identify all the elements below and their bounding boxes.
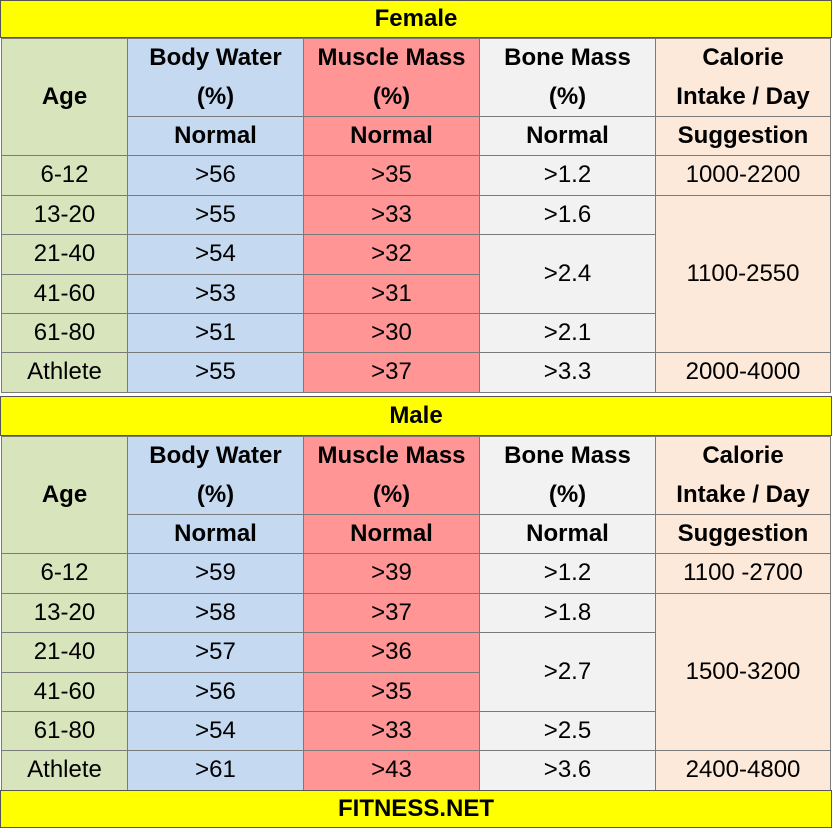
male-header-row: Age Body Water (%) Muscle Mass (%) Bone Ma… [1,435,831,555]
muscle-mass-cell: >36 [303,632,480,673]
female-header-muscle-mass: Muscle Mass (%) [303,38,480,117]
age-cell: 61-80 [1,312,128,354]
body-water-cell: >59 [127,553,304,594]
age-cell: 6-12 [1,155,128,196]
age-cell: 41-60 [1,671,128,712]
male-section-title: Male [0,396,832,436]
muscle-mass-cell: >31 [303,273,480,314]
bone-mass-cell: >1.6 [479,194,656,236]
table-row: 13-20 >58 >37 >1.8 1500-3200 [1,592,831,752]
age-cell: 21-40 [1,632,128,673]
muscle-mass-cell: >35 [303,671,480,712]
bone-mass-cell: >2.1 [479,312,656,354]
bone-mass-cell: >2.4 [479,234,656,314]
male-header-bone-mass: Bone Mass (%) [479,436,656,515]
male-sub-muscle: Normal [303,513,480,555]
male-sub-calorie: Suggestion [655,513,831,555]
body-water-cell: >55 [127,352,304,393]
muscle-mass-cell: >35 [303,155,480,196]
female-header-calorie: Calorie Intake / Day [655,38,831,117]
male-sub-water: Normal [127,513,304,555]
table-row: 41-60 >56 >35 [1,671,831,712]
bone-mass-cell: >1.2 [479,553,656,594]
footer-brand: FITNESS.NET [0,790,832,828]
male-header-body-water: Body Water (%) [127,436,304,515]
body-water-cell: >56 [127,155,304,196]
table-row: 41-60 >53 >31 [1,273,831,314]
female-header-age: Age [1,37,128,157]
age-cell: 13-20 [1,194,128,236]
male-table: Age Body Water (%) Muscle Mass (%) Bone Ma… [1,435,831,791]
calorie-cell: 1100-2550 [655,194,831,354]
age-cell: 41-60 [1,273,128,314]
male-header-age: Age [1,435,128,555]
table-row: 61-80 >54 >33 >2.5 [1,710,831,752]
muscle-mass-cell: >33 [303,194,480,236]
female-title-text: Female [374,5,458,32]
body-water-cell: >56 [127,671,304,712]
body-water-cell: >58 [127,592,304,634]
table-row: 21-40 >54 >32 >2.4 [1,234,831,314]
calorie-cell: 2000-4000 [655,352,831,393]
bone-mass-cell: >3.6 [479,750,656,791]
female-header-bone-mass: Bone Mass (%) [479,38,656,117]
muscle-mass-cell: >39 [303,553,480,594]
bone-mass-cell: >2.7 [479,632,656,712]
table-row: Athlete >55 >37 >3.3 2000-4000 [1,352,831,393]
calorie-cell: 1500-3200 [655,592,831,752]
age-cell: Athlete [1,750,128,791]
muscle-mass-cell: >32 [303,234,480,275]
table-row: 13-20 >55 >33 >1.6 1100-2550 [1,194,831,354]
bone-mass-cell: >3.3 [479,352,656,393]
female-sub-bone: Normal [479,115,656,157]
bone-mass-cell: >1.2 [479,155,656,196]
bone-mass-cell: >2.5 [479,710,656,752]
female-sub-water: Normal [127,115,304,157]
male-header-calorie: Calorie Intake / Day [655,436,831,515]
muscle-mass-cell: >37 [303,352,480,393]
male-header-muscle-mass: Muscle Mass (%) [303,436,480,515]
calorie-cell: 1000-2200 [655,155,831,196]
muscle-mass-cell: >43 [303,750,480,791]
calorie-cell: 1100 -2700 [655,553,831,594]
female-subheader-row: Normal Normal Normal Suggestion [2,115,831,157]
footer-brand-text: FITNESS.NET [337,795,494,822]
female-section-title: Female [0,0,832,38]
body-water-cell: >53 [127,273,304,314]
table-row: 21-40 >57 >36 >2.7 [1,632,831,712]
muscle-mass-cell: >33 [303,710,480,752]
male-sub-bone: Normal [479,513,656,555]
age-cell: 13-20 [1,592,128,634]
calorie-cell: 2400-4800 [655,750,831,791]
female-header-body-water: Body Water (%) [127,38,304,117]
female-sub-muscle: Normal [303,115,480,157]
female-table: Age Body Water (%) Muscle Mass (%) Bone Ma… [1,37,831,393]
body-water-cell: >54 [127,710,304,752]
table-row: 6-12 >56 >35 >1.2 1000-2200 [1,155,831,196]
body-water-cell: >51 [127,312,304,354]
body-water-cell: >54 [127,234,304,275]
table-row: Athlete >61 >43 >3.6 2400-4800 [1,750,831,791]
bone-mass-cell: >1.8 [479,592,656,634]
body-water-cell: >57 [127,632,304,673]
muscle-mass-cell: >30 [303,312,480,354]
age-cell: 21-40 [1,234,128,275]
male-subheader-row: Normal Normal Normal Suggestion [2,513,831,555]
female-sub-calorie: Suggestion [655,115,831,157]
table-row: 61-80 >51 >30 >2.1 [1,312,831,354]
age-cell: 6-12 [1,553,128,594]
age-cell: Athlete [1,352,128,393]
muscle-mass-cell: >37 [303,592,480,634]
female-header-row: Age Body Water (%) Muscle Mass (%) Bone Ma… [1,37,831,157]
table-row: 6-12 >59 >39 >1.2 1100 -2700 [1,553,831,594]
male-title-text: Male [389,402,443,429]
body-water-cell: >55 [127,194,304,236]
body-water-cell: >61 [127,750,304,791]
age-cell: 61-80 [1,710,128,752]
